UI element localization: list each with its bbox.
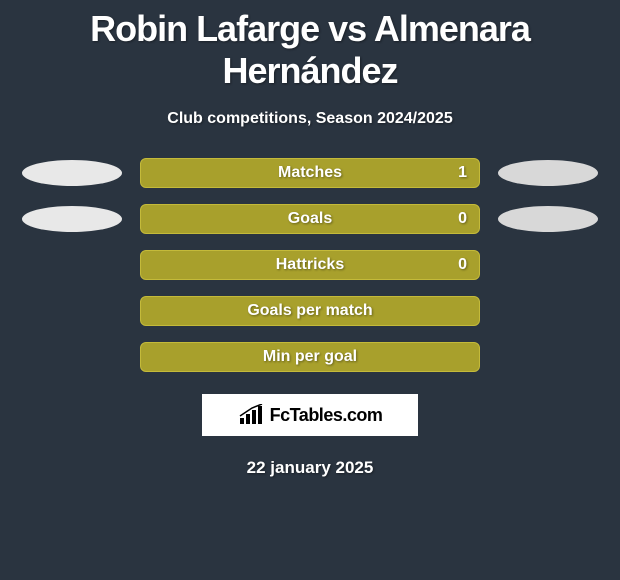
oval-left <box>22 160 122 186</box>
page-subtitle: Club competitions, Season 2024/2025 <box>0 110 620 128</box>
stats-container: Matches 1 Goals 0 Hattricks 0 Goals per … <box>0 158 620 372</box>
stat-row-min-per-goal: Min per goal <box>0 342 620 372</box>
stat-row-goals: Goals 0 <box>0 204 620 234</box>
stat-label: Matches <box>141 159 479 187</box>
stat-value: 0 <box>458 251 467 279</box>
logo-box: FcTables.com <box>202 394 418 436</box>
page-title: Robin Lafarge vs Almenara Hernández <box>0 0 620 92</box>
stat-bar: Min per goal <box>140 342 480 372</box>
stat-bar: Matches 1 <box>140 158 480 188</box>
stat-row-matches: Matches 1 <box>0 158 620 188</box>
oval-left <box>22 206 122 232</box>
stat-value: 1 <box>458 159 467 187</box>
stat-label: Goals <box>141 205 479 233</box>
logo-text: FcTables.com <box>270 405 383 426</box>
stat-bar: Hattricks 0 <box>140 250 480 280</box>
stat-value: 0 <box>458 205 467 233</box>
stat-label: Hattricks <box>141 251 479 279</box>
chart-icon <box>238 404 266 426</box>
stat-row-hattricks: Hattricks 0 <box>0 250 620 280</box>
stat-bar: Goals 0 <box>140 204 480 234</box>
stat-label: Goals per match <box>141 297 479 325</box>
stat-label: Min per goal <box>141 343 479 371</box>
date-label: 22 january 2025 <box>0 458 620 478</box>
stat-bar: Goals per match <box>140 296 480 326</box>
stat-row-goals-per-match: Goals per match <box>0 296 620 326</box>
oval-right <box>498 160 598 186</box>
oval-right <box>498 206 598 232</box>
